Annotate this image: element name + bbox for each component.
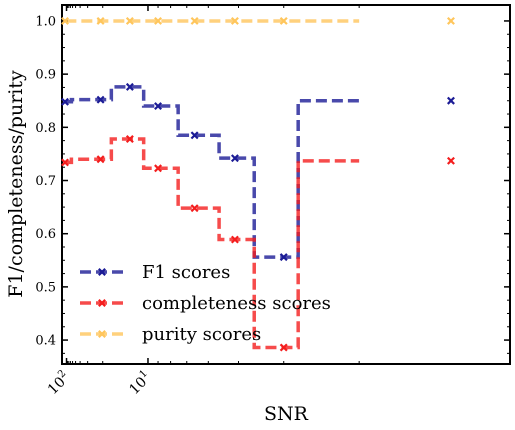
- legend: F1 scores completeness scores purity score…: [80, 262, 331, 345]
- series-3: [61, 16, 455, 25]
- y-axis-title: F1/completeness/purity: [5, 70, 27, 298]
- data-point: [125, 82, 134, 91]
- series-1: [61, 82, 455, 262]
- y-tick-label: 0.6: [35, 227, 56, 242]
- data-point: [190, 204, 199, 213]
- legend-marker: [98, 299, 106, 307]
- data-point: [279, 253, 288, 262]
- data-point: [96, 95, 105, 104]
- y-tick-label: 0.4: [35, 334, 56, 349]
- data-point: [190, 16, 199, 25]
- data-point: [190, 131, 199, 140]
- series-line: [65, 137, 360, 350]
- data-point: [125, 135, 134, 144]
- x-tick-label: 101: [125, 368, 155, 398]
- plot-frame: [61, 4, 511, 365]
- series-line: [65, 85, 360, 259]
- y-tick-label: 0.7: [35, 174, 56, 189]
- legend-item: purity scores: [80, 324, 261, 345]
- data-point: [230, 154, 239, 163]
- data-point: [125, 16, 134, 25]
- data-point: [96, 155, 105, 164]
- x-tick-label: 102: [44, 368, 74, 398]
- x-axis: 102 101: [44, 5, 511, 398]
- data-point: [230, 16, 239, 25]
- data-point: [446, 16, 455, 25]
- data-point: [154, 164, 163, 173]
- legend-label: purity scores: [142, 324, 261, 345]
- data-point: [61, 16, 69, 25]
- x-axis-title: SNR: [264, 403, 309, 425]
- data-point: [96, 16, 105, 25]
- legend-item: F1 scores: [80, 262, 230, 283]
- data-point: [446, 156, 455, 165]
- legend-marker: [98, 268, 106, 276]
- legend-label: completeness scores: [142, 293, 331, 314]
- y-tick-label: 0.5: [35, 280, 56, 295]
- y-tick-label: 0.8: [35, 121, 56, 136]
- y-tick-label: 1.0: [35, 14, 56, 29]
- data-point: [61, 97, 69, 106]
- y-tick-label: 0.9: [35, 68, 56, 83]
- series-layer: [61, 16, 455, 352]
- data-point: [446, 96, 455, 105]
- y-axis: 0.4 0.5 0.6 0.7 0.8 0.9 1.0: [35, 14, 510, 354]
- legend-label: F1 scores: [142, 262, 230, 283]
- data-point: [154, 102, 163, 111]
- data-point: [61, 158, 69, 167]
- series-2: [61, 135, 455, 352]
- data-point: [279, 16, 288, 25]
- legend-marker: [98, 330, 106, 338]
- data-point: [154, 16, 163, 25]
- data-point: [230, 235, 239, 244]
- data-point: [279, 343, 288, 352]
- legend-item: completeness scores: [80, 293, 331, 314]
